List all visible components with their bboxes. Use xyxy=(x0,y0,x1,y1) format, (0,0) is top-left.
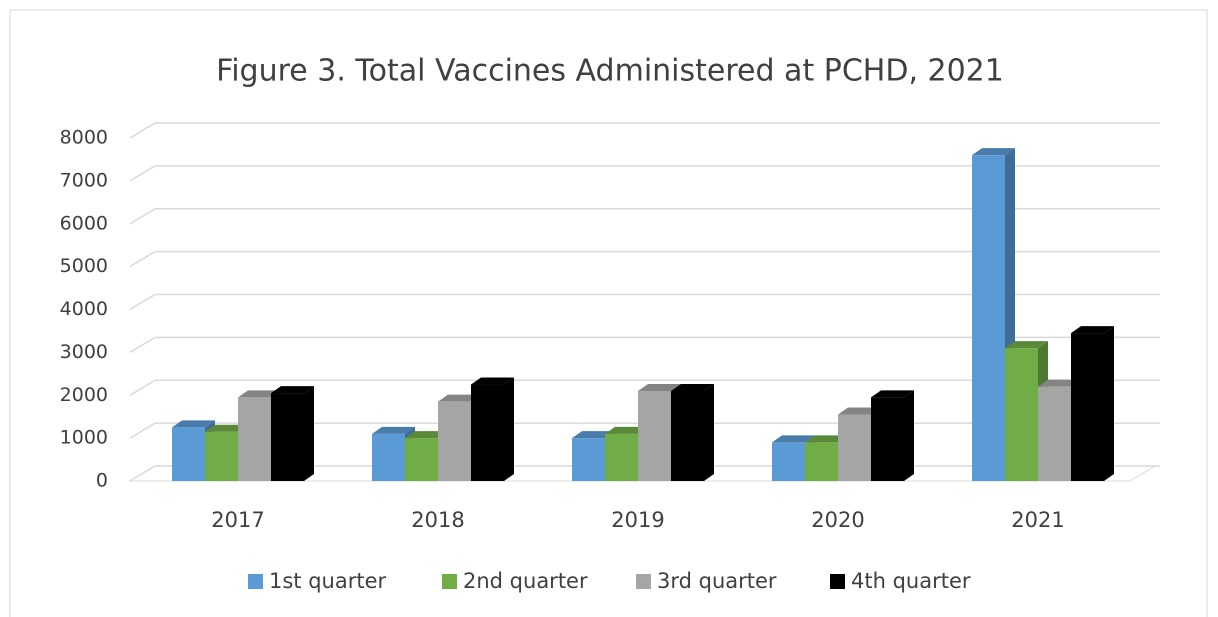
bar-top xyxy=(605,426,648,434)
legend-label: 4th quarter xyxy=(851,569,971,593)
bar-top xyxy=(671,383,714,391)
y-tick-label: 1000 xyxy=(60,427,108,449)
legend-swatch xyxy=(442,574,457,589)
bar xyxy=(772,442,805,481)
legend-swatch xyxy=(636,574,651,589)
bar xyxy=(1071,333,1104,481)
bar xyxy=(638,390,671,481)
y-tick-label: 4000 xyxy=(60,298,108,320)
bar-top xyxy=(172,420,215,428)
bar-top xyxy=(805,435,848,443)
y-tick-label: 2000 xyxy=(60,384,108,406)
x-tick-label: 2017 xyxy=(211,508,264,532)
bar-side xyxy=(504,377,514,481)
bar-side xyxy=(304,386,314,481)
bar-side xyxy=(704,383,714,481)
y-tick-label: 6000 xyxy=(60,212,108,234)
bar-side xyxy=(1104,326,1114,481)
bar xyxy=(972,155,1005,481)
grid-line-side xyxy=(129,250,156,268)
bar-top xyxy=(405,431,448,439)
bar xyxy=(372,433,405,481)
bar xyxy=(671,390,704,481)
bar-top xyxy=(972,148,1015,156)
bar xyxy=(1038,386,1071,481)
bar-top xyxy=(772,435,815,443)
grid-line-side xyxy=(129,293,156,311)
y-tick-label: 5000 xyxy=(60,255,108,277)
bar xyxy=(572,438,605,481)
y-tick-label: 3000 xyxy=(60,341,108,363)
chart-title: Figure 3. Total Vaccines Administered at… xyxy=(216,54,1004,89)
grid-line-side xyxy=(129,422,156,439)
grid-line-side xyxy=(129,465,156,482)
grid-line-side xyxy=(129,379,156,396)
bar-top xyxy=(471,377,514,385)
bar-top xyxy=(871,390,914,398)
bar xyxy=(871,397,904,481)
legend-swatch xyxy=(830,574,845,589)
bar xyxy=(838,414,871,481)
y-tick-label: 8000 xyxy=(60,127,108,149)
legend-label: 2nd quarter xyxy=(463,569,588,593)
bar-side xyxy=(904,390,914,481)
legend-label: 3rd quarter xyxy=(657,569,777,593)
grid-line-side xyxy=(129,165,156,182)
bar-top xyxy=(1038,379,1081,387)
bar xyxy=(172,427,205,481)
bar-top xyxy=(572,431,615,439)
y-tick-label: 7000 xyxy=(60,169,108,191)
grid-line-side xyxy=(129,122,156,139)
grid-line-side xyxy=(129,336,156,354)
bar-top xyxy=(1005,341,1048,349)
bar-top xyxy=(838,407,881,415)
y-tick-label: 0 xyxy=(96,470,108,492)
x-tick-label: 2018 xyxy=(411,508,464,532)
bar xyxy=(405,438,438,481)
x-tick-label: 2019 xyxy=(611,508,664,532)
bar xyxy=(238,397,271,481)
bar xyxy=(605,433,638,481)
grid-line-side xyxy=(129,208,156,225)
bar-top xyxy=(238,390,281,398)
bar-top xyxy=(205,424,248,432)
bar xyxy=(271,393,304,481)
legend-label: 1st quarter xyxy=(269,569,387,593)
bar-top xyxy=(372,426,415,434)
bar-top xyxy=(271,386,314,394)
bar xyxy=(1005,348,1038,481)
bar xyxy=(205,431,238,481)
bar-top xyxy=(1071,326,1114,334)
bar-top xyxy=(638,383,681,391)
bar xyxy=(805,442,838,481)
x-tick-label: 2020 xyxy=(811,508,864,532)
bar xyxy=(471,384,504,481)
x-tick-label: 2021 xyxy=(1011,508,1064,532)
bar-top xyxy=(438,394,481,402)
legend-swatch xyxy=(248,574,263,589)
bar xyxy=(438,401,471,481)
